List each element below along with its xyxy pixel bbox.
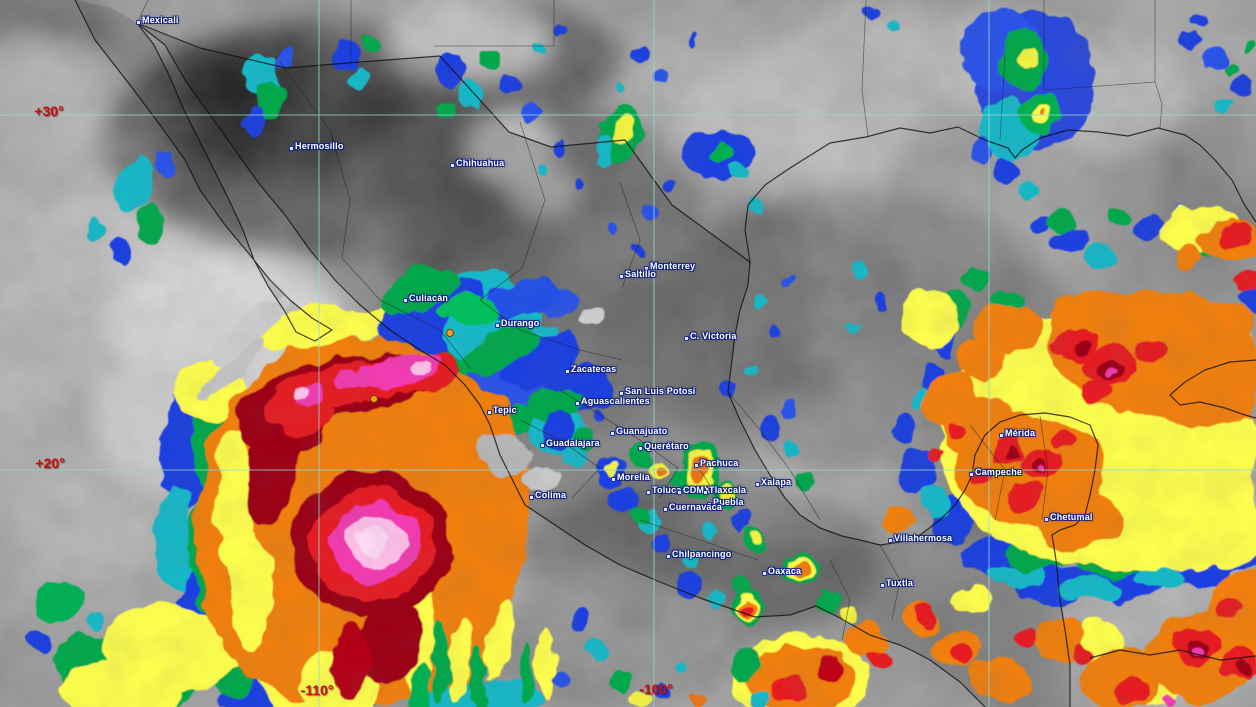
city-label: Tuxtla — [886, 578, 914, 588]
city-label: Pachuca — [700, 458, 739, 468]
city-marker-icon — [1044, 517, 1049, 522]
city-label: Querétaro — [644, 441, 689, 451]
city-label: Puebla — [713, 497, 744, 507]
city-label: San Luis Potosí — [625, 386, 696, 396]
city-label: Hermosillo — [295, 141, 344, 151]
city-marker-icon — [610, 431, 615, 436]
city-marker-icon — [888, 538, 893, 543]
latitude-label: +20° — [35, 455, 65, 471]
city-label: Tlaxcala — [709, 485, 747, 495]
city-marker-icon — [999, 433, 1004, 438]
city-marker-icon — [677, 490, 682, 495]
city-marker-icon — [646, 490, 651, 495]
city-marker-icon — [619, 391, 624, 396]
city-marker-icon — [684, 336, 689, 341]
city-label: Aguascalientes — [581, 396, 650, 406]
city-marker-icon — [289, 146, 294, 151]
city-marker-icon — [644, 266, 649, 271]
city-label: Colima — [535, 490, 567, 500]
city-label: Xalapa — [761, 477, 792, 487]
city-label: Mérida — [1005, 428, 1036, 438]
city-marker-icon — [638, 446, 643, 451]
city-label: Guanajuato — [616, 426, 668, 436]
city-marker-icon — [529, 495, 534, 500]
city-label: Morelia — [617, 472, 650, 482]
city-marker-icon — [136, 20, 141, 25]
city-marker-icon — [565, 369, 570, 374]
city-label: Mexicali — [142, 15, 179, 25]
city-marker-icon — [611, 477, 616, 482]
city-label: Culiacán — [409, 293, 449, 303]
city-label: Oaxaca — [768, 566, 802, 576]
city-label: C. Victoria — [690, 331, 737, 341]
highlighted-station-marker-icon — [446, 329, 454, 337]
city-marker-icon — [663, 507, 668, 512]
city-label: Monterrey — [650, 261, 696, 271]
city-marker-icon — [450, 163, 455, 168]
city-marker-icon — [619, 274, 624, 279]
city-marker-icon — [575, 401, 580, 406]
city-marker-icon — [666, 554, 671, 559]
city-marker-icon — [755, 482, 760, 487]
city-label: Cuernavaca — [669, 502, 723, 512]
city-label: Chilpancingo — [672, 549, 732, 559]
city-label: Guadalajara — [546, 438, 600, 448]
city-marker-icon — [403, 298, 408, 303]
city-marker-icon — [495, 323, 500, 328]
latitude-label: +30° — [34, 103, 64, 119]
highlighted-station-marker-icon — [370, 395, 378, 403]
city-label: Zacatecas — [571, 364, 617, 374]
city-marker-icon — [707, 502, 712, 507]
city-label: Toluca — [652, 485, 682, 495]
city-marker-icon — [762, 571, 767, 576]
city-label: Villahermosa — [894, 533, 953, 543]
city-label: Campeche — [975, 467, 1023, 477]
city-label: Tepic — [493, 405, 517, 415]
city-marker-icon — [540, 443, 545, 448]
city-label: Saltillo — [625, 269, 657, 279]
state-borders — [136, 0, 1163, 641]
city-label: Chihuahua — [456, 158, 505, 168]
city-label: CDMX — [683, 485, 711, 495]
city-marker-icon — [880, 583, 885, 588]
longitude-label: -110° — [300, 682, 334, 698]
city-label: Chetumal — [1050, 512, 1093, 522]
longitude-label: -100° — [639, 681, 673, 697]
city-label: Durango — [501, 318, 540, 328]
city-marker-icon — [694, 463, 699, 468]
city-marker-icon — [703, 490, 708, 495]
city-marker-icon — [969, 472, 974, 477]
city-marker-icon — [487, 410, 492, 415]
